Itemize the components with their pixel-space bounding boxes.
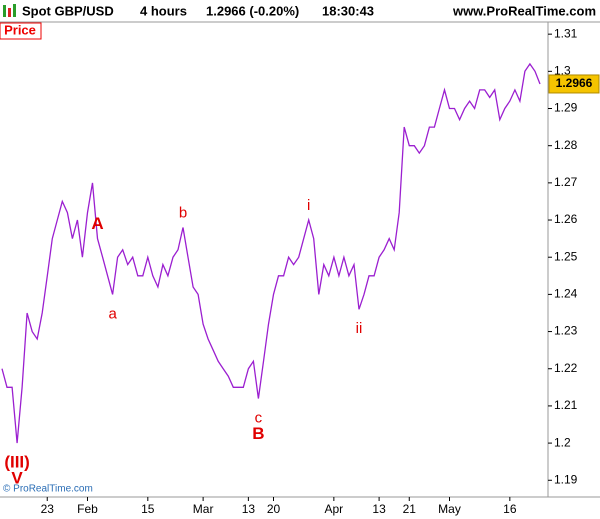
y-tick-label: 1.24: [554, 287, 578, 301]
y-tick-label: 1.22: [554, 361, 578, 375]
annotation: ii: [356, 320, 363, 337]
source: www.ProRealTime.com: [452, 3, 596, 18]
symbol: Spot GBP/USD: [22, 3, 114, 18]
price-tag: [548, 74, 600, 94]
y-tick-label: 1.2: [554, 435, 571, 449]
x-tick-label: 21: [403, 502, 417, 516]
annotation: B: [252, 424, 264, 443]
annotation: i: [307, 197, 310, 214]
copyright: © ProRealTime.com: [3, 484, 93, 495]
annotation: A: [91, 214, 103, 233]
y-tick-label: 1.23: [554, 324, 578, 338]
x-tick-label: 15: [141, 502, 155, 516]
y-tick-label: 1.21: [554, 398, 578, 412]
y-tick-label: 1.29: [554, 101, 578, 115]
y-tick-label: 1.19: [554, 472, 578, 486]
y-tick-label: 1.27: [554, 175, 578, 189]
x-tick-label: 16: [503, 502, 517, 516]
y-tick-label: 1.3: [554, 64, 571, 78]
interval: 4 hours: [140, 3, 187, 18]
price-tag-label: 1.2966: [556, 76, 593, 90]
panel-label: Price: [4, 22, 36, 37]
annotation: a: [108, 305, 117, 322]
x-tick-label: Mar: [193, 502, 214, 516]
annotation: (III): [4, 453, 30, 472]
x-tick-label: 13: [242, 502, 256, 516]
annotation: b: [179, 204, 187, 221]
quote: 1.2966 (-0.20%): [206, 3, 299, 18]
y-tick-label: 1.25: [554, 249, 578, 263]
x-tick-label: Feb: [77, 502, 98, 516]
panel-label-box: [0, 22, 42, 40]
y-tick-label: 1.28: [554, 138, 578, 152]
x-tick-label: May: [438, 502, 461, 516]
y-tick-label: 1.26: [554, 212, 578, 226]
x-tick-label: Apr: [325, 502, 344, 516]
annotation: c: [255, 409, 263, 426]
x-tick-label: 20: [267, 502, 281, 516]
x-tick-label: 23: [41, 502, 55, 516]
icon: [3, 4, 16, 17]
annotation: V: [11, 469, 23, 488]
x-tick-label: 13: [372, 502, 386, 516]
price-line: [1, 62, 541, 444]
time: 18:30:43: [322, 3, 374, 18]
y-tick-label: 1.31: [554, 26, 578, 40]
